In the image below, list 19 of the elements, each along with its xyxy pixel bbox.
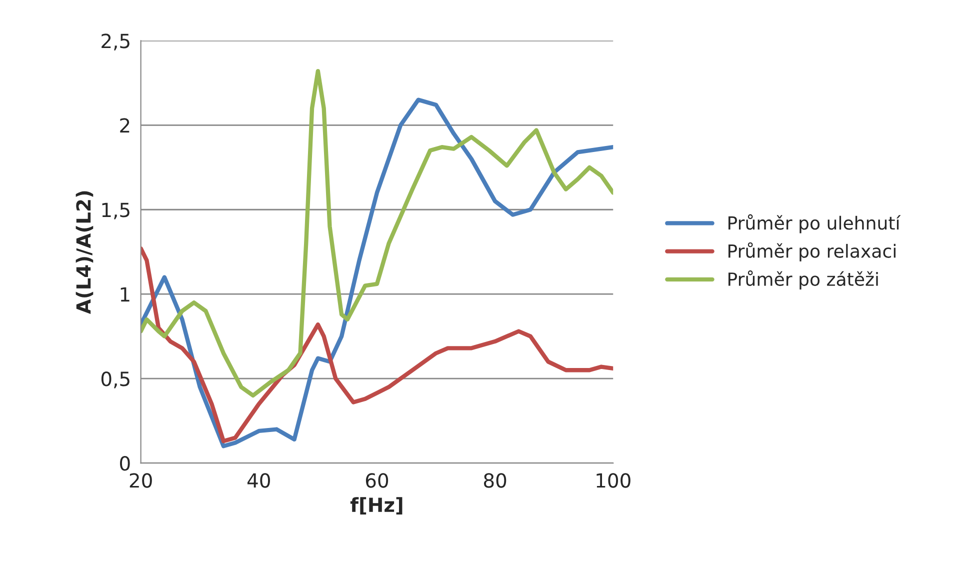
line-series <box>140 98 614 448</box>
y-tick-label: 1,5 <box>102 202 130 220</box>
line-series <box>140 68 614 398</box>
y-tick-label: 2 <box>120 118 130 133</box>
x-tick-label: 80 <box>484 473 506 488</box>
y-axis-title: A(L4)/A(L2) <box>76 191 94 314</box>
y-tick-label: 0 <box>120 456 130 471</box>
x-tick-label: 20 <box>130 473 152 488</box>
legend-label: Průměr po ulehnutí <box>728 214 901 234</box>
x-tick-label: 100 <box>596 473 630 488</box>
y-tick-label: 0,5 <box>101 372 130 388</box>
x-axis-title: f[Hz] <box>350 497 402 514</box>
line-series <box>140 246 614 444</box>
legend-label: Průměr po zátěži <box>728 270 878 290</box>
x-tick-label: 40 <box>247 473 270 488</box>
y-tick-label: 2,5 <box>102 34 130 50</box>
y-tick-label: 1 <box>120 287 130 302</box>
x-tick-label: 60 <box>366 473 388 488</box>
legend-label: Průměr po relaxaci <box>728 242 896 262</box>
